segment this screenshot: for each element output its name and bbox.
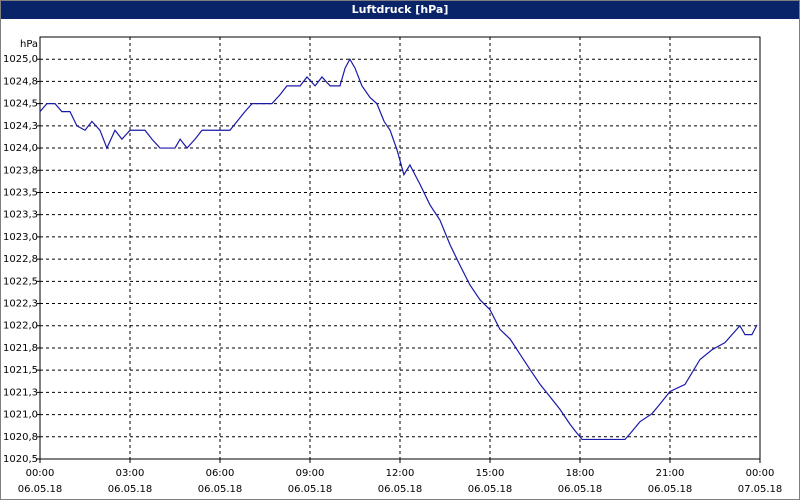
x-tick-date: 06.05.18 — [648, 484, 693, 495]
x-tick-label: 15:00 — [476, 468, 505, 479]
x-tick-label: 09:00 — [296, 468, 325, 479]
y-tick-label: 1021,3 — [3, 387, 38, 398]
y-tick-label: 1023,3 — [3, 210, 38, 221]
pressure-line — [39, 57, 758, 441]
y-tick-label: 1021,8 — [3, 343, 38, 354]
y-tick-label: 1022,8 — [3, 254, 38, 265]
y-tick-label: 1021,5 — [3, 365, 38, 376]
x-tick-date: 06.05.18 — [288, 484, 333, 495]
y-tick-label: 1025,0 — [3, 54, 38, 65]
x-tick-label: 00:00 — [26, 468, 55, 479]
x-tick-label: 00:00 — [746, 468, 775, 479]
y-tick-label: 1024,5 — [3, 99, 38, 110]
y-tick-label: 1022,5 — [3, 276, 38, 287]
y-tick-label: 1022,3 — [3, 299, 38, 310]
y-tick-label: 1021,0 — [3, 410, 38, 421]
x-tick-label: 03:00 — [116, 468, 145, 479]
y-unit: hPa — [20, 39, 38, 50]
x-tick-label: 12:00 — [386, 468, 415, 479]
y-tick-label: 1022,0 — [3, 321, 38, 332]
y-tick-label: 1024,8 — [3, 76, 38, 87]
x-tick-date: 06.05.18 — [468, 484, 513, 495]
title-bar: Luftdruck [hPa] — [1, 1, 799, 19]
x-tick-date: 06.05.18 — [108, 484, 153, 495]
x-tick-date: 06.05.18 — [18, 484, 63, 495]
y-tick-label: 1024,3 — [3, 121, 38, 132]
x-tick-date: 06.05.18 — [378, 484, 423, 495]
x-tick-date: 07.05.18 — [738, 484, 783, 495]
y-tick-label: 1023,0 — [3, 232, 38, 243]
y-tick-label: 1023,5 — [3, 187, 38, 198]
y-tick-label: 1020,5 — [3, 454, 38, 465]
x-tick-label: 06:00 — [206, 468, 235, 479]
x-tick-date: 06.05.18 — [198, 484, 243, 495]
y-tick-label: 1020,8 — [3, 432, 38, 443]
x-tick-label: 21:00 — [656, 468, 685, 479]
plot-frame — [39, 36, 761, 460]
y-tick-label: 1023,8 — [3, 165, 38, 176]
x-tick-date: 06.05.18 — [558, 484, 603, 495]
x-tick-label: 18:00 — [566, 468, 595, 479]
y-tick-label: 1024,0 — [3, 143, 38, 154]
